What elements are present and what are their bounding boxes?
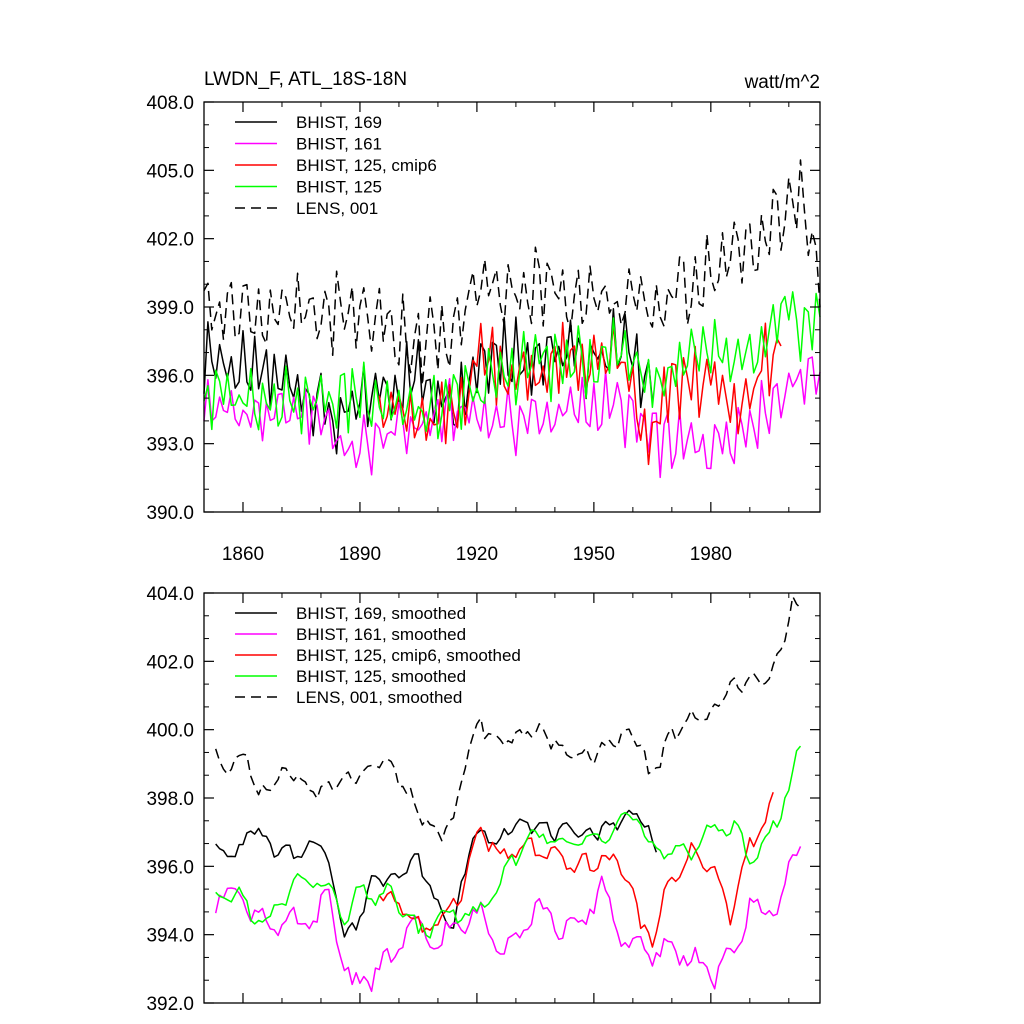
x-tick-label: 1950 — [573, 544, 615, 565]
x-tick-label: 1920 — [456, 544, 498, 565]
series-line — [203, 356, 821, 479]
series-line — [215, 809, 658, 938]
legend-label: BHIST, 125, cmip6, smoothed — [296, 646, 521, 665]
y-tick-label: 408.0 — [146, 93, 194, 114]
legend-label: BHIST, 125 — [296, 178, 382, 197]
y-tick-label: 405.0 — [146, 161, 194, 182]
x-tick-label: 1860 — [222, 544, 264, 565]
legend-label: LENS, 001 — [296, 199, 378, 218]
legend-label: BHIST, 125, cmip6 — [296, 156, 437, 175]
top-panel-series — [203, 159, 821, 479]
legend-label: BHIST, 161, smoothed — [296, 625, 466, 644]
figure-title: LWDN_F, ATL_18S-18N — [204, 69, 407, 90]
y-tick-label: 392.0 — [146, 994, 194, 1015]
series-line — [214, 595, 802, 842]
y-tick-label: 396.0 — [146, 857, 194, 878]
series-line — [215, 745, 802, 939]
series-line — [203, 291, 821, 440]
y-tick-label: 396.0 — [146, 366, 194, 387]
y-tick-label: 394.0 — [146, 926, 194, 947]
legend-label: LENS, 001, smoothed — [296, 688, 462, 707]
legend-label: BHIST, 169 — [296, 113, 382, 132]
series-line — [214, 846, 802, 993]
y-tick-label: 398.0 — [146, 789, 194, 810]
y-tick-label: 390.0 — [146, 503, 194, 524]
bottom-panel-legend: BHIST, 169, smoothed BHIST, 161, smoothed… — [235, 604, 521, 707]
x-tick-label: 1980 — [690, 544, 732, 565]
y-tick-label: 404.0 — [146, 584, 194, 605]
bottom-panel: 392.0 394.0 396.0 398.0 400.0 402.0 404.0 BHIS… — [146, 584, 821, 1015]
top-panel: 390.0 393.0 396.0 399.0 402.0 405.0 408.0 1860 1… — [146, 93, 821, 565]
series-line — [203, 308, 654, 455]
units-label: watt/m^2 — [744, 72, 820, 93]
series-line — [378, 321, 782, 466]
y-tick-label: 402.0 — [146, 652, 194, 673]
legend-label: BHIST, 125, smoothed — [296, 667, 466, 686]
bottom-panel-series — [214, 595, 802, 993]
top-panel-legend: BHIST, 169 BHIST, 161 BHIST, 125, cmip6 BHI… — [235, 113, 437, 218]
y-tick-label: 400.0 — [146, 721, 194, 742]
x-tick-label: 1890 — [339, 544, 381, 565]
y-tick-label: 402.0 — [146, 230, 194, 251]
legend-label: BHIST, 161 — [296, 135, 382, 154]
series-line — [203, 159, 821, 387]
y-tick-label: 399.0 — [146, 298, 194, 319]
y-tick-label: 393.0 — [146, 435, 194, 456]
legend-label: BHIST, 169, smoothed — [296, 604, 466, 623]
